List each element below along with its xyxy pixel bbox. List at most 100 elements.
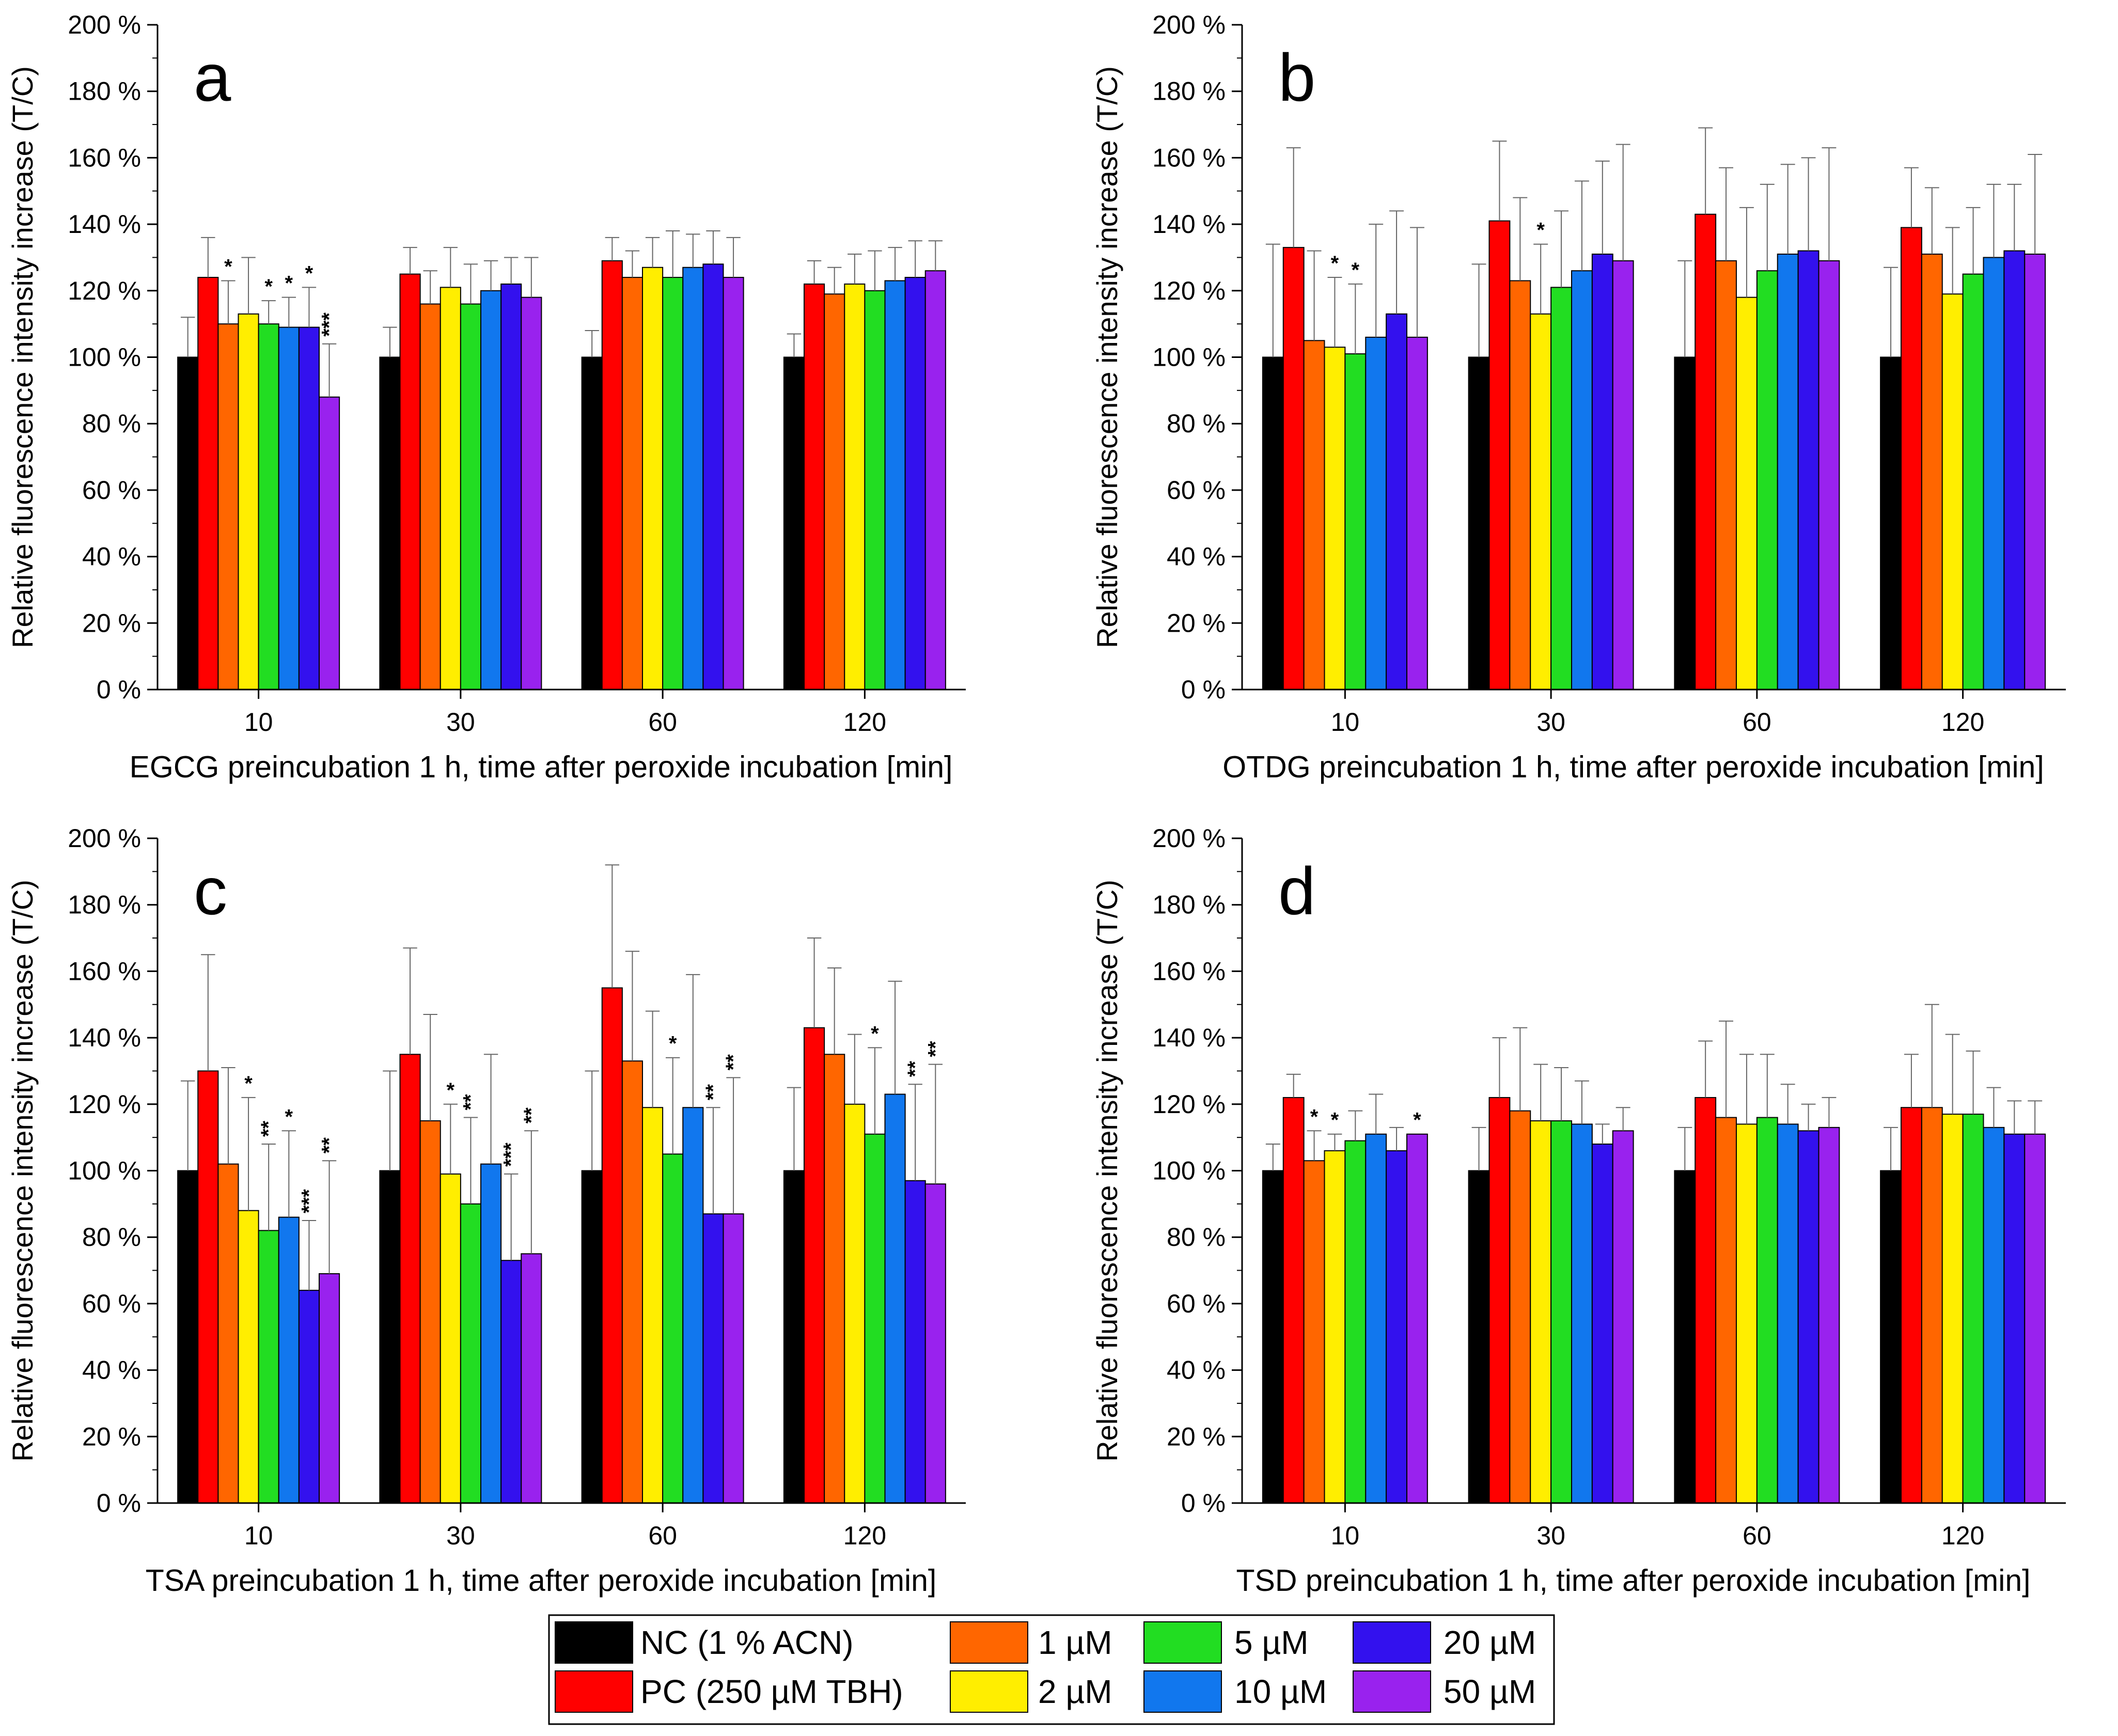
y-tick-label: 100 %: [68, 1156, 141, 1185]
legend: NC (1 % ACN) PC (250 µM TBH) 1 µM 2 µM 5 µM 1…: [548, 1614, 1555, 1725]
bar-c-30-0: [379, 1170, 401, 1504]
bar-a-60-3: [642, 267, 664, 690]
bar-a-10-1: [197, 277, 219, 690]
y-tick-label: 80 %: [1167, 409, 1226, 438]
y-tick-label: 180 %: [1152, 77, 1226, 106]
bar-b-120-5: [1983, 257, 2005, 690]
panel-d: * * * 10 30 60 120 0 % 20 % 40 % 60 % 80 % 100 % 120 …: [1091, 824, 2066, 1598]
bar-d-60-5: [1777, 1123, 1799, 1504]
x-tick-label: 120: [843, 1521, 886, 1550]
y-tick-label: 140 %: [1152, 210, 1226, 239]
y-axis-title: Relative fluorescence intensity increase…: [1091, 880, 1123, 1462]
bar-d-120-0: [1880, 1170, 1902, 1504]
bar-c-10-2: [217, 1163, 239, 1504]
bar-d-10-2: [1303, 1160, 1325, 1504]
bar-b-10-1: [1282, 247, 1305, 690]
bar-d-60-1: [1695, 1097, 1717, 1504]
y-tick-label: 120 %: [1152, 1090, 1226, 1119]
significance-mark: ***: [297, 1189, 320, 1213]
bar-a-120-6: [904, 277, 926, 690]
y-tick-label: 180 %: [68, 890, 141, 919]
bar-a-10-7: [319, 396, 340, 690]
legend-swatch: [950, 1621, 1028, 1664]
significance-mark: **: [459, 1094, 482, 1111]
bar-b-10-2: [1303, 340, 1325, 690]
bar-b-10-3: [1324, 347, 1346, 690]
bar-c-120-7: [924, 1183, 946, 1504]
bar-d-30-3: [1530, 1120, 1552, 1504]
y-tick-label: 40 %: [82, 1356, 141, 1385]
bar-d-60-6: [1797, 1130, 1819, 1504]
bar-c-30-7: [521, 1253, 542, 1504]
significance-mark: *: [1331, 252, 1339, 275]
x-tick-label: 30: [446, 1521, 475, 1550]
x-tick-label: 120: [843, 708, 886, 737]
bar-a-60-2: [621, 277, 643, 690]
bar-a-30-6: [500, 283, 522, 690]
bar-b-30-0: [1468, 356, 1490, 690]
bar-b-10-5: [1365, 336, 1387, 690]
y-tick-label: 60 %: [82, 476, 141, 505]
y-tick-label: 0 %: [97, 675, 141, 704]
significance-mark: *: [285, 1105, 293, 1128]
bar-d-120-5: [1983, 1127, 2005, 1504]
panel-letter: b: [1278, 40, 1315, 115]
panel-b: * * 10 * 30 60 120 0 % 20 % 40 % 60 % 80 % 100 % 120 …: [1091, 10, 2066, 784]
bar-b-10-6: [1386, 313, 1407, 690]
legend-label: 10 µM: [1234, 1673, 1327, 1710]
bar-a-10-3: [238, 313, 259, 690]
significance-mark: ***: [318, 312, 341, 337]
bar-b-120-3: [1941, 293, 1964, 690]
bar-b-60-6: [1797, 250, 1819, 690]
bar-c-30-1: [399, 1054, 421, 1504]
bar-b-120-0: [1880, 356, 1902, 690]
bar-c-10-7: [319, 1273, 340, 1504]
x-tick-label: 10: [244, 1521, 273, 1550]
bar-d-60-3: [1736, 1123, 1758, 1504]
significance-mark: **: [904, 1061, 927, 1077]
significance-mark: *: [1310, 1105, 1319, 1128]
significance-mark: *: [871, 1022, 879, 1045]
bar-c-120-1: [804, 1027, 825, 1504]
bar-d-10-5: [1365, 1133, 1387, 1504]
x-tick-label: 120: [1941, 1521, 1984, 1550]
y-tick-label: 80 %: [82, 1223, 141, 1252]
significance-mark: *: [669, 1033, 677, 1055]
bar-d-120-3: [1941, 1114, 1964, 1504]
bar-c-10-4: [258, 1230, 279, 1504]
y-tick-label: 0 %: [1181, 1489, 1226, 1518]
y-tick-label: 100 %: [1152, 343, 1226, 372]
significance-mark: **: [318, 1137, 341, 1154]
bar-b-10-7: [1406, 336, 1428, 690]
bar-a-120-7: [924, 270, 946, 690]
y-tick-label: 180 %: [68, 77, 141, 106]
y-tick-label: 100 %: [1152, 1156, 1226, 1185]
x-tick-label: 120: [1941, 708, 1984, 737]
y-tick-label: 160 %: [1152, 143, 1226, 172]
bar-a-60-7: [723, 277, 744, 690]
bar-a-10-5: [278, 326, 300, 690]
bar-d-30-5: [1571, 1123, 1593, 1504]
bar-d-10-3: [1324, 1150, 1346, 1504]
bar-d-30-0: [1468, 1170, 1490, 1504]
y-axis-title: Relative fluorescence intensity increase…: [1091, 66, 1123, 648]
bar-c-60-7: [723, 1213, 744, 1504]
bar-b-30-5: [1571, 270, 1593, 690]
x-axis-title: EGCG preincubation 1 h, time after perox…: [130, 750, 953, 784]
bar-d-30-4: [1550, 1120, 1572, 1504]
bar-c-30-3: [440, 1173, 461, 1504]
y-tick-label: 200 %: [68, 10, 141, 39]
bar-a-120-5: [884, 280, 906, 690]
bar-d-120-4: [1962, 1114, 1984, 1504]
bar-c-120-5: [884, 1093, 906, 1504]
significance-mark: *: [1536, 219, 1545, 242]
y-tick-label: 0 %: [97, 1489, 141, 1518]
bar-c-30-5: [480, 1163, 502, 1504]
y-tick-label: 100 %: [68, 343, 141, 372]
x-tick-label: 10: [1331, 708, 1360, 737]
legend-label: 5 µM: [1234, 1624, 1309, 1661]
significance-mark: ***: [500, 1143, 523, 1167]
y-tick-label: 180 %: [1152, 890, 1226, 919]
x-tick-label: 30: [1536, 708, 1565, 737]
bar-b-60-1: [1695, 213, 1717, 691]
